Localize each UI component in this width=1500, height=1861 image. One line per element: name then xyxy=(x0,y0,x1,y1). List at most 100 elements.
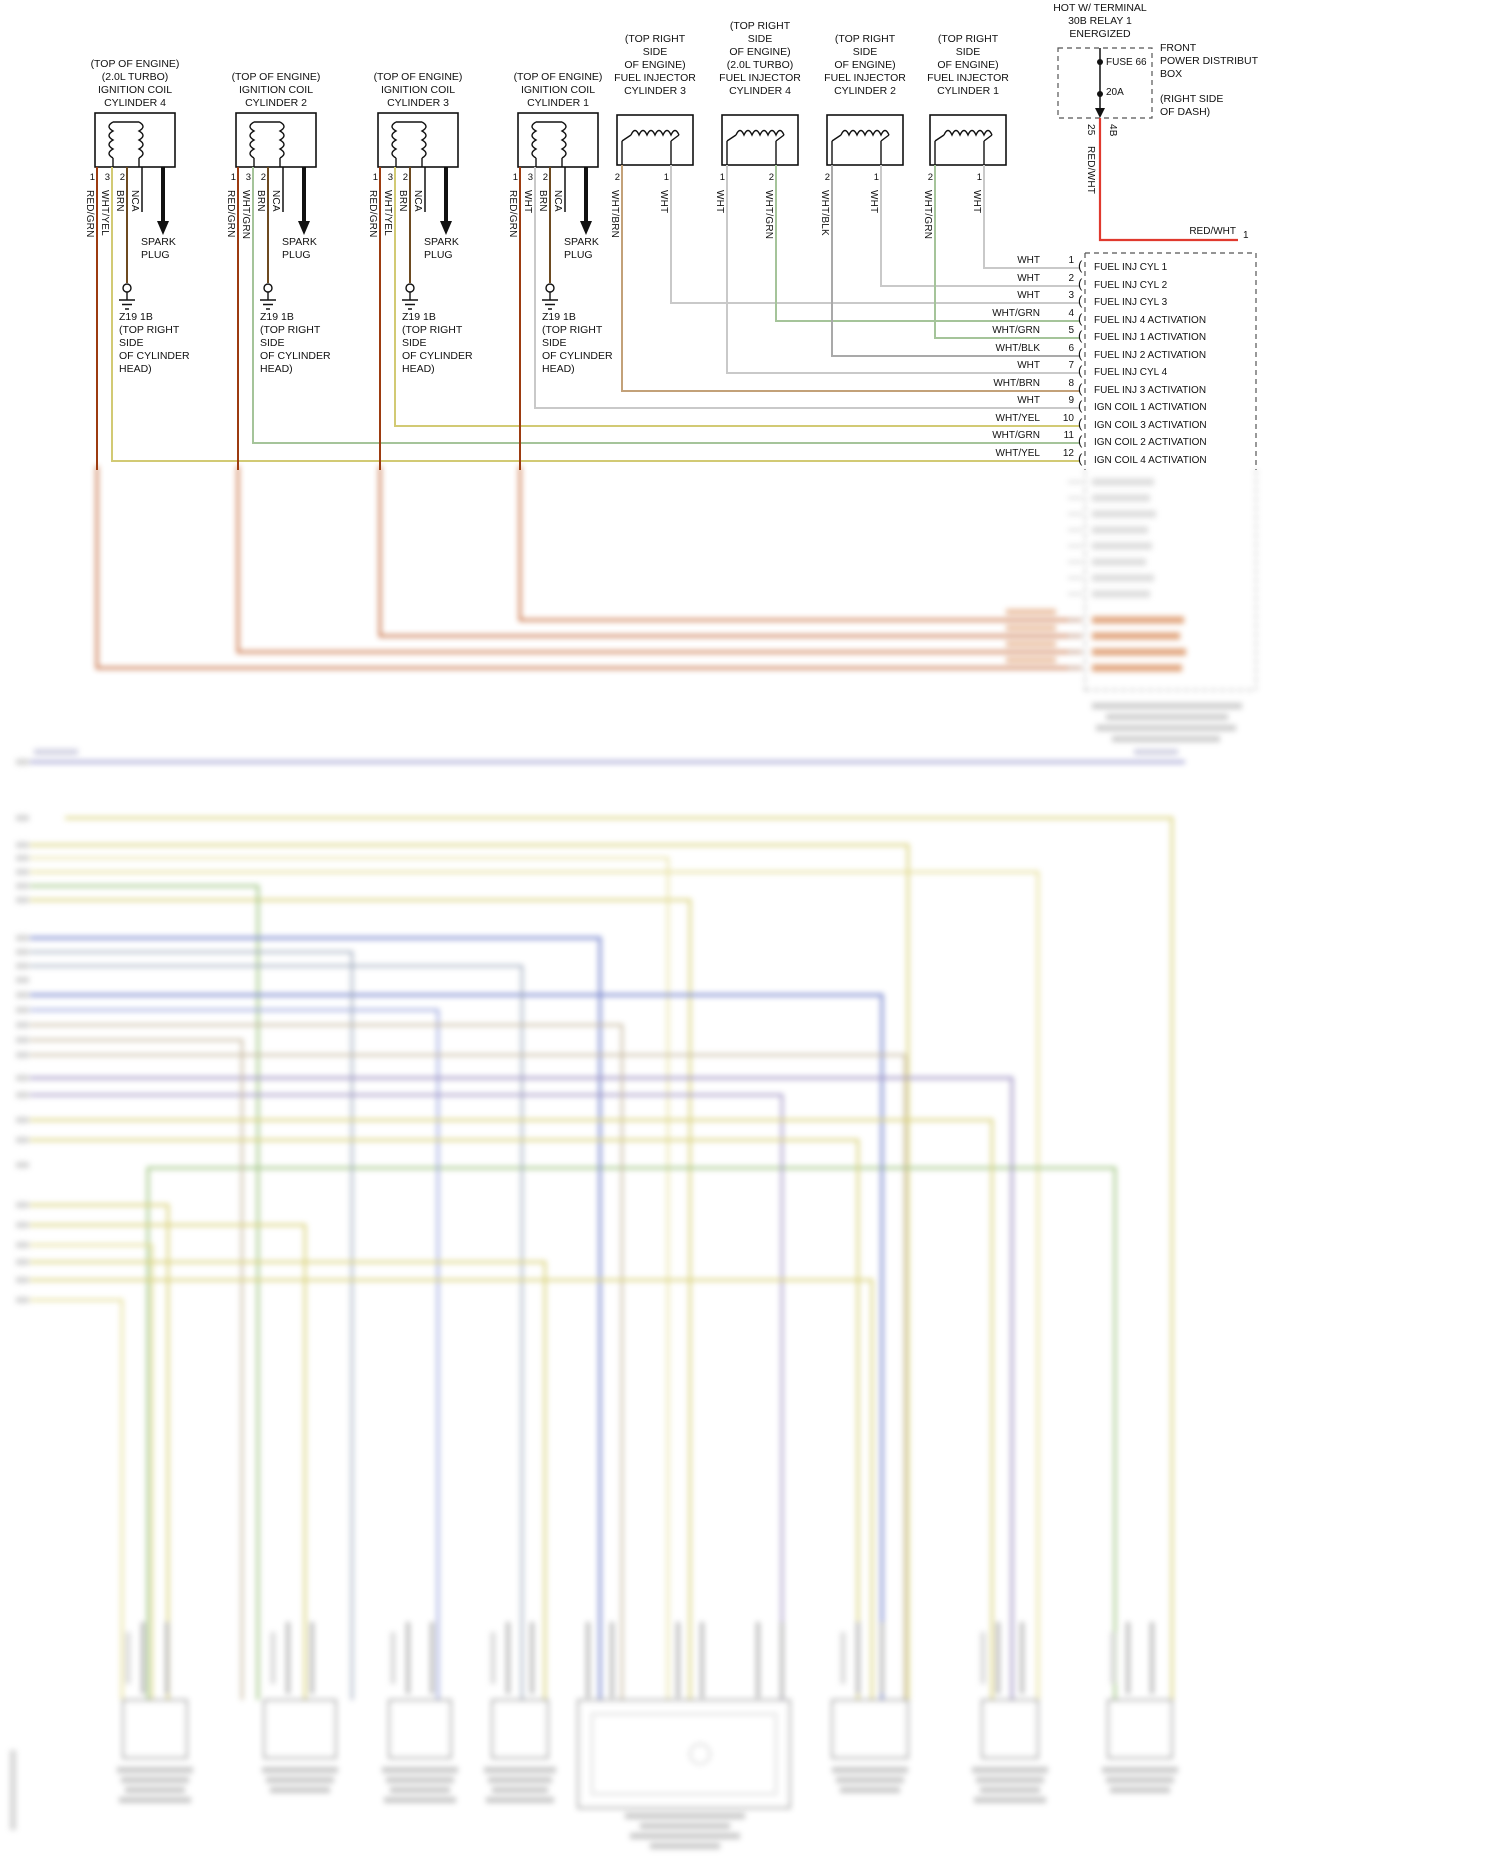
label-line: CYLINDER 3 xyxy=(387,97,449,109)
label-line: PLUG xyxy=(141,249,170,261)
pin-number: 2 xyxy=(824,172,830,183)
label-line: FRONT xyxy=(1160,42,1197,54)
ecm-pin-bracket: ( xyxy=(1078,328,1083,343)
ground-label: Z19 1B (TOP RIGHT SIDE OF CYLINDER HEAD) xyxy=(260,311,352,376)
label-line: OF ENGINE) xyxy=(729,46,791,58)
label-line: SIDE xyxy=(747,33,773,45)
ecm-pin-number: 2 xyxy=(1068,273,1074,284)
wire-color-label: WHT xyxy=(522,190,533,214)
label-line: PLUG xyxy=(564,249,593,261)
label-line: SIDE xyxy=(119,337,144,349)
ecm-pin-number: 5 xyxy=(1068,325,1074,336)
label-line: (TOP RIGHT xyxy=(402,324,463,336)
label-line: SPARK xyxy=(282,236,317,248)
ecm-pin-bracket: ( xyxy=(1078,363,1083,378)
pin-number: 1 xyxy=(976,172,982,183)
label-line: (2.0L TURBO) xyxy=(101,71,169,83)
ecm-wire-color: WHT xyxy=(1017,255,1040,266)
wire-color-label: WHT xyxy=(714,190,725,214)
pin-number: 3 xyxy=(527,172,533,183)
fuel-injector-symbol xyxy=(721,114,799,166)
blurred-ecm-outline xyxy=(1006,470,1257,742)
injector-wires xyxy=(621,165,1080,392)
label-line: FUEL INJECTOR xyxy=(824,72,906,84)
ecm-pin-bracket: ( xyxy=(1078,416,1083,431)
ecm-function-label: FUEL INJ 4 ACTIVATION xyxy=(1094,315,1207,326)
label-line: HOT W/ TERMINAL xyxy=(1053,2,1147,14)
pin-number: 1 xyxy=(663,172,669,183)
fuel-injector-symbol xyxy=(929,114,1007,166)
wire-color-label: WHT/BLK xyxy=(819,190,830,236)
pin-number: 2 xyxy=(119,172,125,183)
ecm-function-label: FUEL INJ 2 ACTIVATION xyxy=(1094,350,1207,361)
ecm-pin-number: 3 xyxy=(1068,290,1074,301)
label-line: (TOP OF ENGINE) xyxy=(231,71,321,83)
label-line: (TOP RIGHT xyxy=(834,33,896,45)
ecm-wire-color: WHT xyxy=(1017,273,1040,284)
label-line: SIDE xyxy=(542,337,567,349)
label-line: CYLINDER 4 xyxy=(729,85,791,97)
label-line: (TOP RIGHT xyxy=(624,33,686,45)
label-line: CYLINDER 3 xyxy=(624,85,686,97)
ignition-coil-symbol xyxy=(377,112,459,168)
ecm-wire-color: WHT/GRN xyxy=(992,430,1040,441)
ecm-wire-color: WHT/GRN xyxy=(992,308,1040,319)
ecm-function-label: IGN COIL 1 ACTIVATION xyxy=(1094,402,1207,413)
ecm-pin-number: 10 xyxy=(1062,413,1074,424)
spark-plug-label: SPARK PLUG xyxy=(141,236,185,262)
label-line: OF DASH) xyxy=(1160,106,1211,118)
label-line: SIDE xyxy=(642,46,668,58)
label-line: SPARK xyxy=(141,236,176,248)
label-line: Z19 1B xyxy=(402,311,436,323)
label-line: Z19 1B xyxy=(260,311,294,323)
ecm-function-label: FUEL INJ 1 ACTIVATION xyxy=(1094,332,1207,343)
ecm-function-label: FUEL INJ CYL 1 xyxy=(1094,262,1168,273)
pin-number: 1 xyxy=(89,172,95,183)
wire-color-label: WHT/GRN xyxy=(922,190,933,240)
label-line: HEAD) xyxy=(260,363,293,375)
fuse-label: FUSE 66 xyxy=(1106,57,1147,68)
label-line: OF CYLINDER xyxy=(402,350,473,362)
label-line: OF CYLINDER xyxy=(542,350,613,362)
label-line: (RIGHT SIDE xyxy=(1160,93,1224,105)
label-line: POWER DISTRIBUT xyxy=(1160,55,1259,67)
label-line: HEAD) xyxy=(542,363,575,375)
ecm-wire-color: WHT/BLK xyxy=(995,343,1040,354)
hot-label: HOT W/ TERMINAL 30B RELAY 1 ENERGIZED xyxy=(1040,2,1160,41)
ground-label: Z19 1B (TOP RIGHT SIDE OF CYLINDER HEAD) xyxy=(402,311,494,376)
pin-number: 2 xyxy=(402,172,408,183)
pin-number: 1 xyxy=(230,172,236,183)
ecm-pin-number: 6 xyxy=(1068,343,1074,354)
label-line: BOX xyxy=(1160,68,1183,80)
ecm-pin-number: 7 xyxy=(1068,360,1074,371)
label-line: FUEL INJECTOR xyxy=(614,72,696,84)
circuit-id: 4B xyxy=(1107,124,1118,137)
pin-number: 1 xyxy=(719,172,725,183)
label-line: (TOP RIGHT xyxy=(937,33,999,45)
ecm-function-label: IGN COIL 2 ACTIVATION xyxy=(1094,437,1207,448)
ecm-pin-bracket: ( xyxy=(1078,276,1083,291)
pin-number: 3 xyxy=(245,172,251,183)
ecm-wire-color: WHT xyxy=(1017,360,1040,371)
ignition-coil-symbol xyxy=(517,112,599,168)
label-line: OF ENGINE) xyxy=(937,59,999,71)
coil-label: (TOP OF ENGINE) (2.0L TURBO) IGNITION CO… xyxy=(75,58,195,110)
pin-number: 2 xyxy=(614,172,620,183)
ignition-coil-symbol xyxy=(94,112,176,168)
ecm-pin-number: 4 xyxy=(1068,308,1074,319)
injector-label: (TOP RIGHT SIDE OF ENGINE) FUEL INJECTOR… xyxy=(600,33,710,98)
pin-number: 3 xyxy=(387,172,393,183)
blurred-bus-wires xyxy=(16,749,1185,1700)
blurred-bottom-components xyxy=(10,1622,1178,1849)
wire-color-label: WHT/YEL xyxy=(382,190,393,236)
label-line: CYLINDER 2 xyxy=(245,97,307,109)
wire-color-label: WHT/GRN xyxy=(240,190,251,240)
label-line: FUEL INJECTOR xyxy=(719,72,801,84)
injector-label: (TOP RIGHT SIDE OF ENGINE) FUEL INJECTOR… xyxy=(810,33,920,98)
ecm-wire-color: WHT/BRN xyxy=(993,378,1040,389)
ecm-pin-number: 9 xyxy=(1068,395,1074,406)
ecm-pin-number: 11 xyxy=(1063,430,1074,441)
fuel-injector-symbol xyxy=(826,114,904,166)
